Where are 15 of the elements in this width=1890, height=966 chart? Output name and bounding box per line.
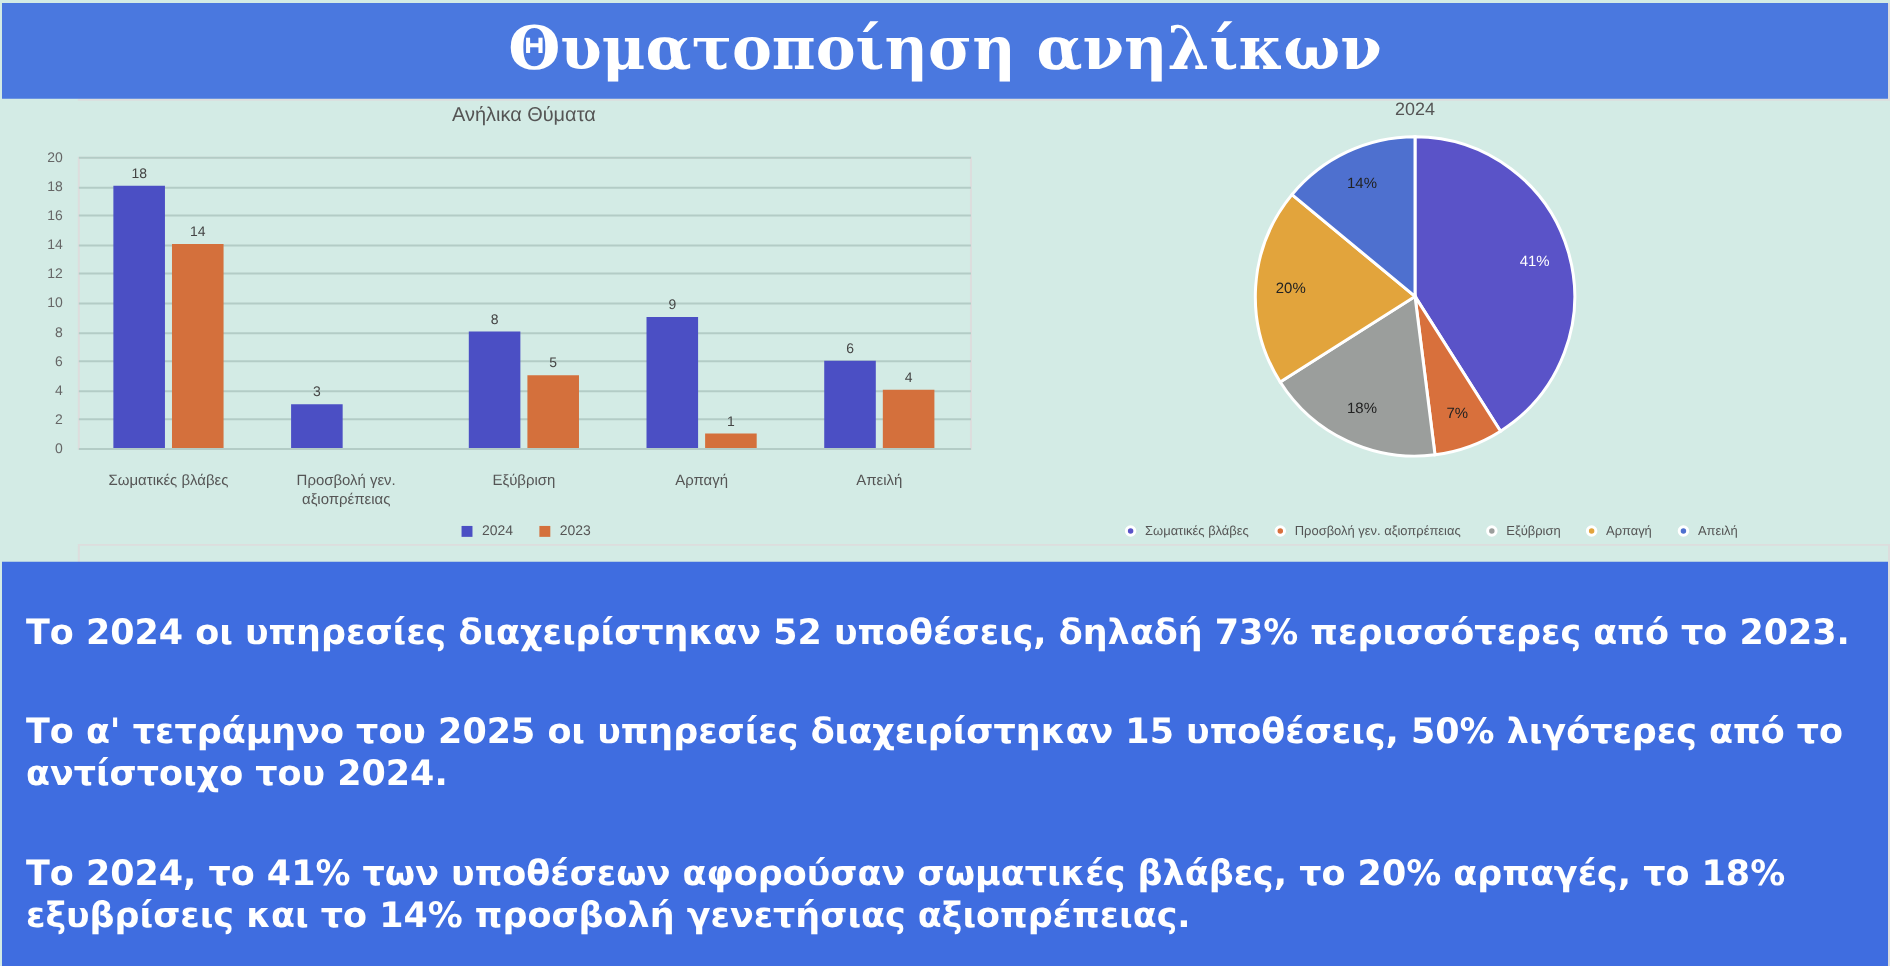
text: Το 2024, το 41% των υποθέσεων αφορούσαν σωματικές βλάβες, το 20% αρπαγές, το 18% εξυβρίσεις και το 14% προσβολή γενετήσιας αξιοπρέπειας.	[25, 855, 1786, 938]
bar	[882, 389, 935, 449]
bar	[824, 360, 876, 449]
text: Το α' τετράμηνο του 2025 οι υπηρεσίες διαχειρίστηκαν 15 υποθέσεις, 50% λιγότερες από το αντίστοιχο του 2024.	[25, 713, 1844, 796]
bar	[646, 316, 699, 449]
bar	[291, 404, 343, 449]
text: Θυματοποίηση ανηλίκων	[508, 14, 1382, 85]
chart-title: 2024	[1395, 98, 1435, 119]
bar	[527, 375, 579, 449]
chart-title: Ανήλικα Θύματα	[452, 104, 597, 127]
bar	[705, 433, 757, 449]
text: Το 2024 οι υπηρεσίες διαχειρίστηκαν 52 υποθέσεις, δηλαδή 73% περισσότερες από το 2023.	[25, 613, 1850, 654]
bar	[113, 185, 165, 449]
bar	[468, 331, 521, 449]
bar	[171, 244, 224, 449]
